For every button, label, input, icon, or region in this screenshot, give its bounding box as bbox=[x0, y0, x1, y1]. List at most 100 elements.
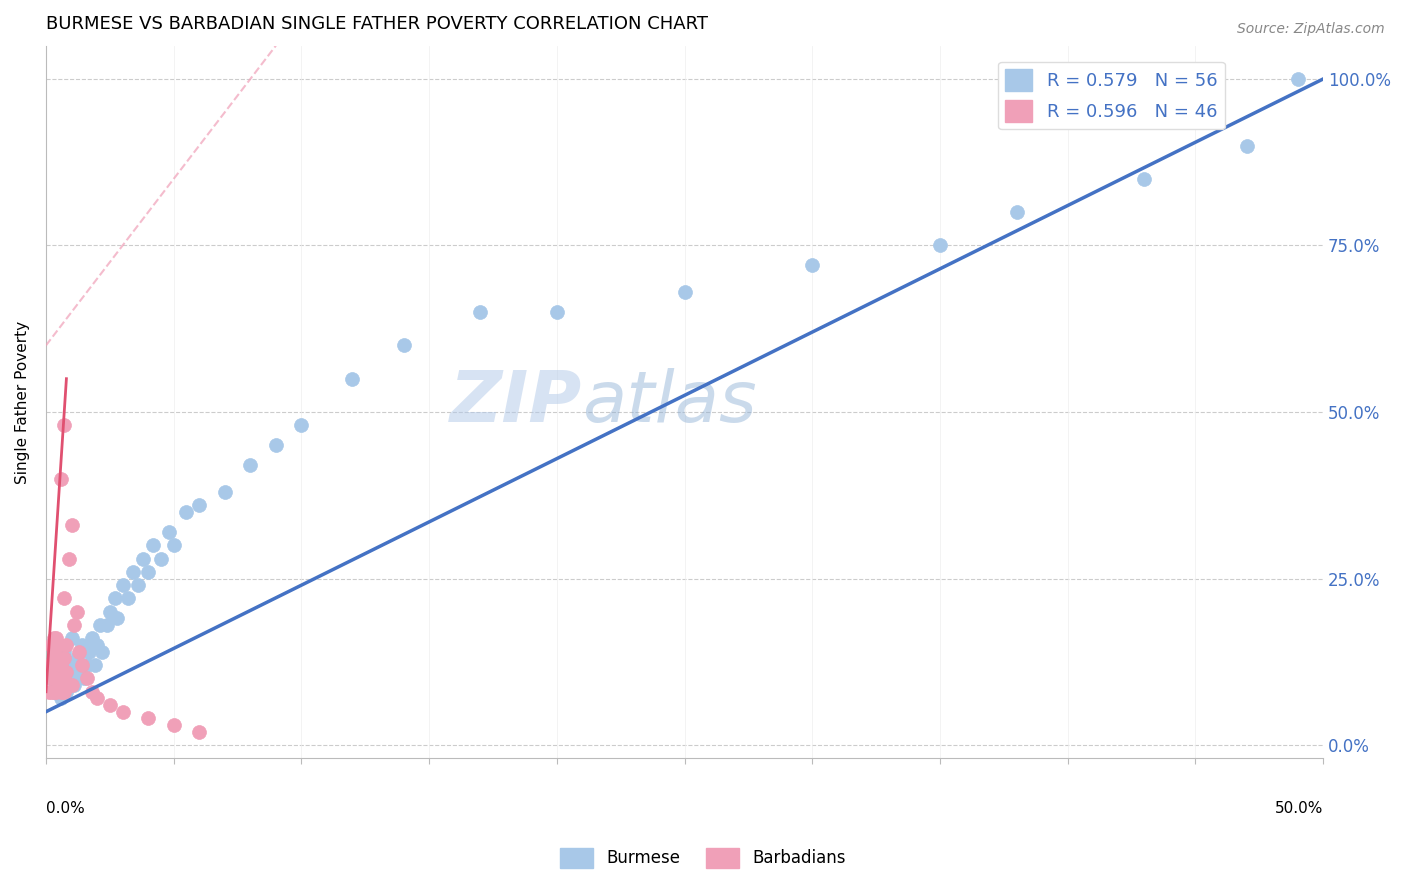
Point bbox=[214, 484, 236, 499]
Point bbox=[48, 678, 70, 692]
Legend: Burmese, Barbadians: Burmese, Barbadians bbox=[554, 841, 852, 875]
Point bbox=[39, 684, 62, 698]
Point bbox=[65, 605, 87, 619]
Point bbox=[51, 658, 73, 673]
Point bbox=[121, 565, 143, 579]
Point bbox=[39, 638, 62, 652]
Point bbox=[546, 305, 568, 319]
Point bbox=[63, 618, 86, 632]
Point bbox=[60, 678, 83, 692]
Point bbox=[79, 645, 101, 659]
Point bbox=[45, 684, 67, 698]
Point bbox=[149, 551, 172, 566]
Point bbox=[55, 684, 77, 698]
Point bbox=[801, 259, 824, 273]
Point bbox=[52, 418, 75, 433]
Point bbox=[70, 658, 93, 673]
Point bbox=[80, 632, 103, 646]
Point bbox=[188, 724, 211, 739]
Point bbox=[60, 518, 83, 533]
Point bbox=[136, 711, 159, 725]
Point bbox=[42, 684, 65, 698]
Point bbox=[52, 665, 75, 679]
Point bbox=[52, 645, 75, 659]
Point bbox=[42, 672, 65, 686]
Point bbox=[45, 632, 67, 646]
Point bbox=[51, 472, 73, 486]
Point bbox=[91, 645, 114, 659]
Point bbox=[86, 691, 108, 706]
Point bbox=[42, 632, 65, 646]
Point bbox=[157, 524, 180, 539]
Point bbox=[290, 418, 312, 433]
Point bbox=[239, 458, 262, 473]
Point bbox=[58, 551, 80, 566]
Point bbox=[58, 658, 80, 673]
Point bbox=[342, 372, 364, 386]
Point bbox=[52, 591, 75, 606]
Point bbox=[42, 684, 65, 698]
Point bbox=[55, 678, 77, 692]
Point bbox=[163, 718, 186, 732]
Point bbox=[132, 551, 155, 566]
Point bbox=[392, 338, 415, 352]
Point bbox=[52, 684, 75, 698]
Point bbox=[39, 672, 62, 686]
Point bbox=[176, 505, 198, 519]
Point bbox=[39, 658, 62, 673]
Text: ZIP: ZIP bbox=[450, 368, 582, 436]
Point bbox=[136, 565, 159, 579]
Point bbox=[52, 672, 75, 686]
Point bbox=[45, 651, 67, 665]
Point bbox=[163, 538, 186, 552]
Point bbox=[929, 238, 952, 252]
Point bbox=[1286, 72, 1309, 87]
Point bbox=[111, 705, 134, 719]
Point bbox=[48, 658, 70, 673]
Point bbox=[55, 665, 77, 679]
Point bbox=[76, 672, 98, 686]
Point bbox=[117, 591, 139, 606]
Point bbox=[48, 638, 70, 652]
Point bbox=[98, 605, 121, 619]
Point bbox=[70, 638, 93, 652]
Point bbox=[38, 658, 60, 673]
Point bbox=[51, 651, 73, 665]
Text: 50.0%: 50.0% bbox=[1275, 801, 1323, 816]
Point bbox=[58, 678, 80, 692]
Point bbox=[39, 672, 62, 686]
Point bbox=[51, 672, 73, 686]
Text: 0.0%: 0.0% bbox=[46, 801, 84, 816]
Point bbox=[127, 578, 149, 592]
Point bbox=[67, 665, 90, 679]
Point bbox=[51, 691, 73, 706]
Point bbox=[1133, 172, 1156, 186]
Point bbox=[42, 645, 65, 659]
Point bbox=[1236, 138, 1258, 153]
Point bbox=[1005, 205, 1028, 219]
Point bbox=[86, 638, 108, 652]
Point bbox=[142, 538, 165, 552]
Point bbox=[42, 658, 65, 673]
Point bbox=[45, 672, 67, 686]
Text: atlas: atlas bbox=[582, 368, 756, 436]
Point bbox=[104, 591, 127, 606]
Text: BURMESE VS BARBADIAN SINGLE FATHER POVERTY CORRELATION CHART: BURMESE VS BARBADIAN SINGLE FATHER POVER… bbox=[46, 15, 709, 33]
Y-axis label: Single Father Poverty: Single Father Poverty bbox=[15, 320, 30, 483]
Point bbox=[52, 651, 75, 665]
Point bbox=[38, 684, 60, 698]
Point bbox=[45, 658, 67, 673]
Point bbox=[188, 498, 211, 512]
Point bbox=[51, 684, 73, 698]
Point bbox=[264, 438, 287, 452]
Point bbox=[98, 698, 121, 712]
Point bbox=[673, 285, 696, 299]
Point bbox=[48, 678, 70, 692]
Point bbox=[83, 658, 105, 673]
Point bbox=[96, 618, 118, 632]
Point bbox=[470, 305, 492, 319]
Point bbox=[89, 618, 111, 632]
Point bbox=[73, 672, 96, 686]
Point bbox=[80, 684, 103, 698]
Point bbox=[67, 645, 90, 659]
